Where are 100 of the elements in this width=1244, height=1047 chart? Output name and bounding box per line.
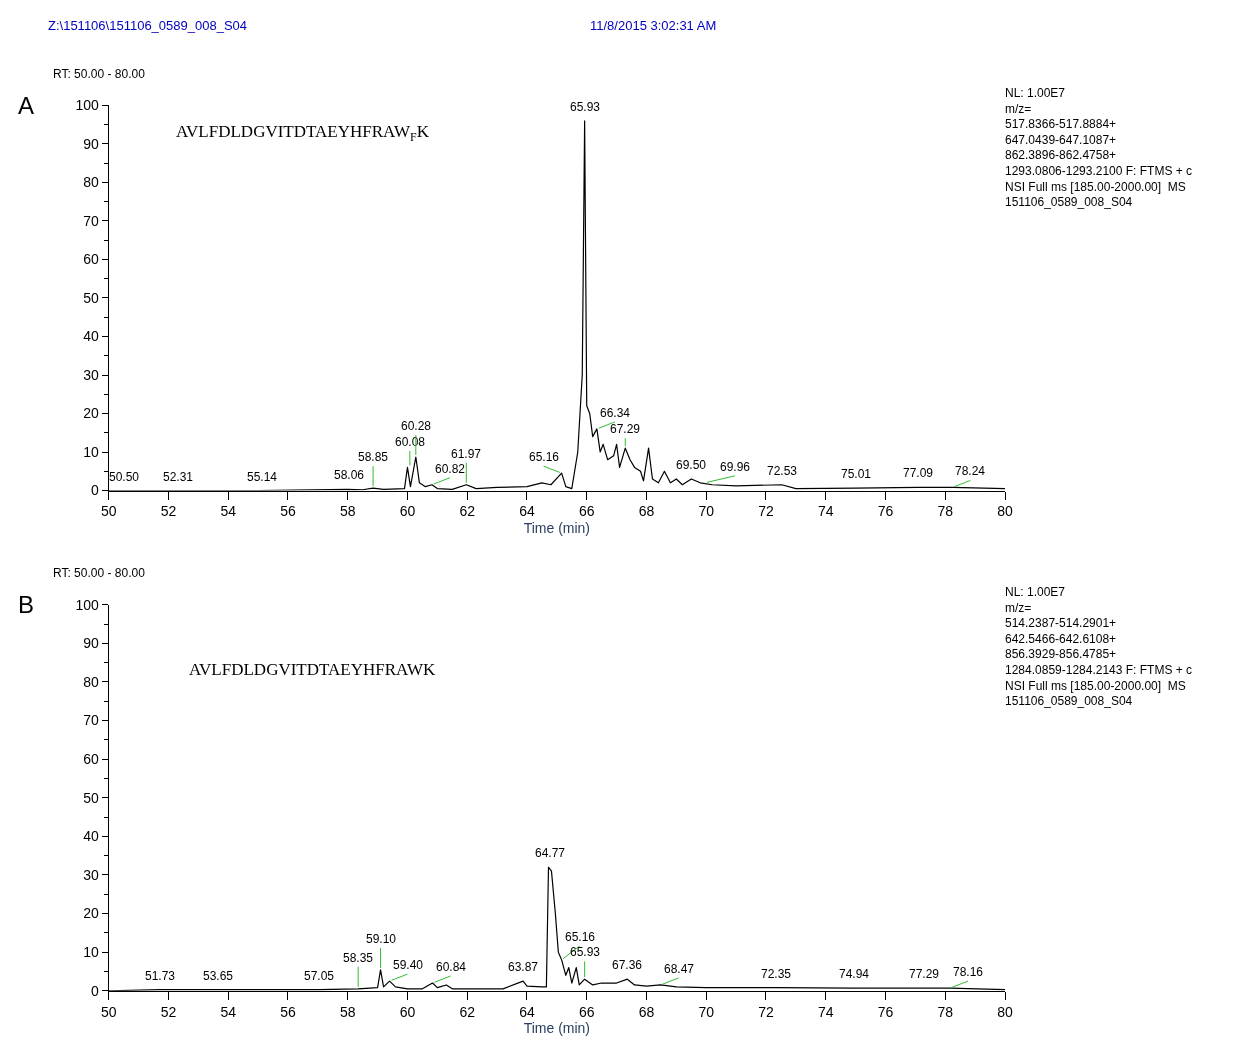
annotation: 58.85 — [358, 450, 389, 464]
annotation: 68.47 — [664, 962, 695, 976]
x-tick-label: 58 — [339, 1003, 356, 1020]
x-tick-label: 52 — [160, 1003, 177, 1020]
x-tick-label: 66 — [578, 503, 595, 520]
x-tick-label: 70 — [698, 1003, 715, 1020]
y-tick-label: 50 — [83, 789, 100, 806]
text: Z:\151106\151106_0589_008_S04 — [48, 18, 248, 33]
annotation: 61.97 — [451, 447, 482, 461]
x-tick-label: 78 — [937, 503, 954, 520]
y-tick-label: 30 — [83, 366, 100, 383]
x-tick-label: 56 — [280, 503, 296, 520]
annotation: 65.16 — [529, 450, 560, 464]
x-tick-label: 56 — [280, 1003, 296, 1020]
y-tick-label: 10 — [83, 443, 100, 460]
y-tick-label: 70 — [83, 712, 100, 729]
y-tick-label: 60 — [83, 251, 100, 268]
annotation: 65.16 — [565, 930, 596, 944]
y-tick-label: 80 — [83, 174, 100, 191]
x-tick-label: 62 — [459, 1003, 476, 1020]
annotation: 65.93 — [570, 100, 601, 114]
x-tick-label: 66 — [578, 1003, 595, 1020]
y-tick-label: 40 — [83, 328, 100, 345]
text: A — [18, 92, 35, 119]
annotation: 55.14 — [247, 470, 278, 484]
y-tick-label: 40 — [83, 828, 100, 845]
y-tick-label: 0 — [91, 482, 100, 499]
annotation: 77.09 — [903, 466, 934, 480]
y-tick-label: 20 — [83, 905, 100, 922]
text: RT: 50.00 - 80.00 — [53, 566, 146, 580]
annotation: 60.08 — [395, 435, 426, 449]
annotation: 53.65 — [203, 969, 234, 983]
annotation: AVLFDLDGVITDTAEYHFRAW$_{F}$K — [176, 122, 430, 144]
annotation: 78.16 — [953, 965, 984, 979]
annotation: 51.73 — [145, 969, 176, 983]
annotation: 74.94 — [839, 967, 870, 981]
annotation: 69.50 — [676, 458, 707, 472]
y-tick-label: 30 — [83, 866, 100, 883]
annotation: 52.31 — [163, 470, 194, 484]
annotation: NL: 1.00E7 m/z= 514.2387-514.2901+ 642.5466-642.6108+ 856.3929-856.4785+ 1284.0859-1284.2143 F: FTMS + c NSI Full ms [185.00-2000.00] MS 151106_0589_008_S04 — [1005, 585, 1193, 709]
x-tick-label: 54 — [220, 1003, 237, 1020]
x-tick-label: 78 — [937, 1003, 954, 1020]
x-tick-label: 68 — [638, 1003, 655, 1020]
text: 11/8/2015 3:02:31 AM — [590, 18, 717, 33]
x-tick-label: 60 — [399, 503, 416, 520]
text: RT: 50.00 - 80.00 — [53, 67, 146, 81]
y-tick-label: 10 — [83, 944, 100, 961]
annotation: 60.28 — [401, 419, 432, 433]
y-tick-label: 60 — [83, 751, 100, 768]
x-tick-label: 80 — [997, 503, 1014, 520]
x-tick-label: 72 — [758, 1003, 774, 1020]
y-tick-label: 70 — [83, 212, 100, 229]
annotation: 58.06 — [334, 468, 365, 482]
x-tick-label: 74 — [817, 1003, 834, 1020]
x-tick-label: 80 — [997, 1003, 1014, 1020]
text: B — [18, 591, 35, 618]
x-tick-label: 64 — [519, 1003, 535, 1020]
annotation: NL: 1.00E7 m/z= 517.8366-517.8884+ 647.0439-647.1087+ 862.3896-862.4758+ 1293.0806-1293.2100 F: FTMS + c NSI Full ms [185.00-2000.00] MS 151106_0589_008_S04 — [1005, 86, 1193, 210]
annotation: 72.53 — [767, 464, 798, 478]
x-tick-label: 58 — [339, 503, 356, 520]
annotation: 50.50 — [109, 470, 140, 484]
y-tick-label: 100 — [75, 596, 100, 613]
annotation: 78.24 — [955, 464, 986, 478]
y-tick-label: 0 — [91, 982, 100, 999]
y-tick-label: 80 — [83, 673, 100, 690]
annotation: 60.84 — [436, 960, 467, 974]
x-tick-label: 74 — [817, 503, 834, 520]
annotation: 60.82 — [435, 462, 466, 476]
x-tick-label: 76 — [877, 503, 894, 520]
annotation: 57.05 — [304, 969, 335, 983]
y-tick-label: 20 — [83, 405, 100, 422]
x-tick-label: 60 — [399, 1003, 416, 1020]
annotation: 72.35 — [761, 967, 792, 981]
x-axis-title: Time (min) — [523, 519, 591, 536]
y-tick-label: 100 — [75, 97, 100, 114]
x-tick-label: 52 — [160, 503, 177, 520]
x-tick-label: 64 — [519, 503, 535, 520]
annotation: 67.36 — [612, 958, 643, 972]
annotation: 63.87 — [508, 960, 539, 974]
y-tick-label: 90 — [83, 635, 100, 652]
x-tick-label: 76 — [877, 1003, 894, 1020]
x-axis-title: Time (min) — [523, 1019, 591, 1036]
y-tick-label: 90 — [83, 135, 100, 152]
annotation: 67.29 — [610, 422, 641, 436]
x-tick-label: 54 — [220, 503, 237, 520]
annotation: 69.96 — [720, 460, 751, 474]
annotation: AVLFDLDGVITDTAEYHFRAWK — [189, 660, 437, 679]
annotation: 75.01 — [841, 467, 872, 481]
annotation: 66.34 — [600, 406, 631, 420]
y-tick-label: 50 — [83, 289, 100, 306]
annotation: 59.10 — [366, 932, 397, 946]
annotation: 58.35 — [343, 951, 374, 965]
annotation: 77.29 — [909, 967, 940, 981]
x-tick-label: 68 — [638, 503, 655, 520]
annotation: 64.77 — [535, 846, 566, 860]
x-tick-label: 70 — [698, 503, 715, 520]
x-tick-label: 62 — [459, 503, 476, 520]
annotation: 59.40 — [393, 958, 424, 972]
annotation: 65.93 — [570, 945, 601, 959]
x-tick-label: 72 — [758, 503, 774, 520]
